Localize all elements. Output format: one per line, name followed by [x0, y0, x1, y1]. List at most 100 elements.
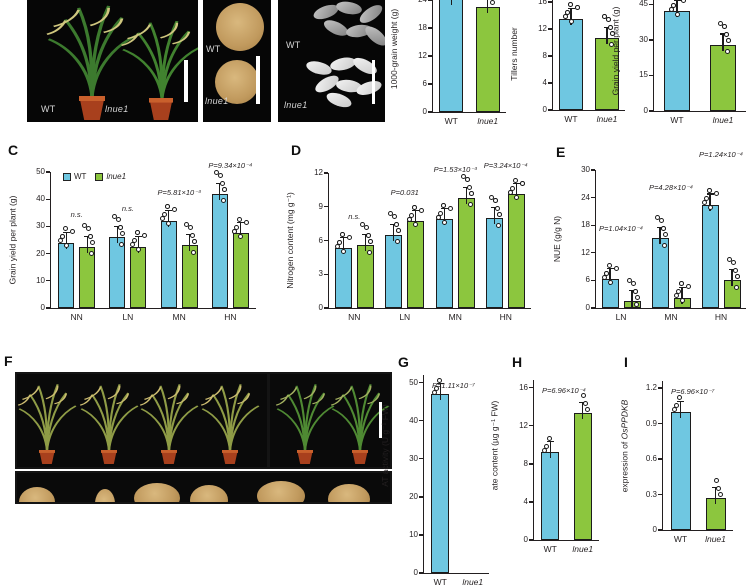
decoration [42, 0, 142, 98]
y-tick [529, 425, 533, 427]
y-tick-label: 9 [318, 201, 323, 211]
data-point [244, 219, 250, 225]
error-bar [709, 194, 711, 211]
x-tick-label: WT [564, 114, 578, 124]
bar [439, 0, 464, 112]
error-bar [549, 442, 551, 459]
panel-letter-c: C [8, 142, 19, 158]
seed [350, 54, 380, 78]
data-point [441, 219, 447, 225]
p-value-annotation: P=5.81×10⁻³ [157, 187, 201, 197]
data-point [725, 38, 731, 44]
y-axis-label: Nitrogen content (mg g⁻¹) [284, 192, 295, 289]
data-point [339, 231, 345, 237]
data-point [630, 280, 636, 286]
error-bar [659, 228, 661, 245]
y-tick [46, 198, 50, 200]
data-point [574, 5, 580, 11]
data-point [166, 221, 172, 227]
y-tick-label: 20 [409, 491, 418, 501]
data-point [69, 229, 75, 235]
data-point [89, 240, 95, 246]
data-point [466, 185, 472, 191]
y-tick [46, 307, 50, 309]
y-tick [649, 3, 653, 5]
wt-grain-pile [216, 3, 264, 51]
error-bar [168, 210, 170, 227]
data-point [581, 392, 587, 398]
y-tick-label: 6 [585, 275, 590, 285]
data-point [703, 196, 709, 201]
error-bar [219, 183, 221, 200]
y-tick [591, 307, 595, 309]
y-tick [419, 534, 423, 536]
p-value-annotation: P=9.34×10⁻⁴ [208, 160, 253, 170]
error-bar-cap [712, 486, 719, 489]
data-point [57, 238, 63, 244]
y-tick [46, 280, 50, 282]
y-tick [649, 110, 653, 112]
decoration [222, 450, 238, 464]
error-bar [415, 211, 417, 228]
y-tick-label: 0 [652, 525, 657, 534]
seed [304, 58, 334, 78]
y-axis-label: NUE (g/g N) [552, 215, 563, 263]
data-point [733, 284, 739, 290]
x-tick-label: lnue1 [572, 544, 594, 554]
data-point [134, 230, 140, 236]
x-tick-label: lnue1 [477, 116, 499, 126]
y-tick-label: 16 [538, 0, 547, 7]
x-tick-label: NN [70, 312, 83, 322]
data-point [717, 21, 723, 27]
bar [701, 204, 719, 308]
error-bar-cap [678, 286, 686, 288]
data-point [583, 400, 589, 406]
data-point [190, 232, 196, 238]
y-tick [428, 0, 432, 1]
y-tick [428, 27, 432, 29]
y-tick-label: 8 [523, 458, 528, 468]
decoration [117, 16, 198, 100]
data-point [706, 188, 712, 193]
data-point [162, 212, 168, 218]
bar [160, 220, 177, 308]
error-bar [731, 270, 733, 287]
data-point [585, 406, 591, 412]
data-point [541, 447, 547, 453]
data-point [392, 214, 398, 220]
decoration [149, 98, 173, 120]
y-tick-label: 18 [581, 220, 590, 230]
data-point [366, 249, 372, 255]
decoration [161, 450, 177, 464]
data-point [85, 226, 91, 232]
error-bar-cap [491, 206, 499, 208]
data-point [723, 32, 729, 38]
data-point [413, 221, 419, 227]
photo-wt-vs-lnue1-plants: WT lnue1 [27, 0, 198, 122]
error-bar [443, 209, 445, 226]
error-bar [676, 1, 678, 18]
x-tick-label: WT [673, 534, 688, 544]
p-value-annotation: P=1.11×10⁻⁷ [432, 381, 475, 390]
data-point [468, 191, 474, 197]
data-point [677, 395, 682, 401]
data-point [520, 180, 526, 186]
y-axis-label: Grain yield per plant (g) [7, 195, 18, 285]
error-bar [681, 287, 683, 304]
data-point [601, 14, 607, 20]
data-point [713, 191, 719, 196]
panel-letter-i: I [624, 354, 628, 370]
y-tick [324, 307, 328, 309]
data-point [632, 288, 638, 294]
error-bar [516, 184, 518, 201]
p-value-annotation: P=0.031 [390, 188, 419, 198]
decoration [328, 380, 390, 452]
panel-letter-e: E [556, 144, 566, 160]
photo-field-plants-left [15, 372, 269, 469]
y-tick [324, 273, 328, 275]
scale-bar [184, 60, 188, 102]
error-bar-cap [83, 235, 91, 237]
error-bar [189, 235, 191, 252]
error-bar [722, 34, 724, 51]
y-tick [324, 172, 328, 174]
